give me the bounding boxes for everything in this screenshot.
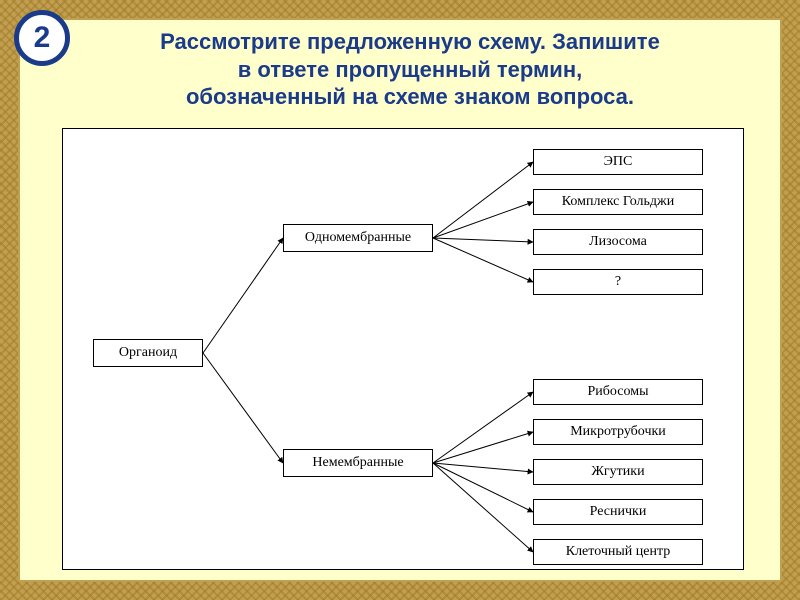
diagram-canvas: Органоид Одномембранные Немембранные ЭПС Ком…: [62, 128, 744, 570]
diagram-node-b5: Клеточный центр: [533, 539, 703, 565]
question-title: Рассмотрите предложенную схему. Запишите…: [60, 28, 760, 111]
diagram-node-a4: ?: [533, 269, 703, 295]
diagram-edge: [433, 392, 533, 463]
diagram-edge: [433, 202, 533, 238]
diagram-edge: [433, 432, 533, 463]
diagram-edge: [433, 162, 533, 238]
diagram-node-a2: Комплекс Гольджи: [533, 189, 703, 215]
diagram-node-mid1: Одномембранные: [283, 224, 433, 252]
diagram-node-a3: Лизосома: [533, 229, 703, 255]
title-line-2: в ответе пропущенный термин,: [238, 57, 582, 82]
diagram-edge: [433, 238, 533, 242]
title-line-1: Рассмотрите предложенную схему. Запишите: [160, 29, 660, 54]
diagram-node-b3: Жгутики: [533, 459, 703, 485]
question-number: 2: [34, 21, 51, 55]
diagram-node-root: Органоид: [93, 339, 203, 367]
diagram-edge: [203, 353, 283, 463]
diagram-node-a1: ЭПС: [533, 149, 703, 175]
diagram-edge: [433, 463, 533, 552]
title-line-3: обозначенный на схеме знаком вопроса.: [186, 84, 634, 109]
diagram-node-b4: Реснички: [533, 499, 703, 525]
diagram-node-b1: Рибосомы: [533, 379, 703, 405]
diagram-edge: [433, 238, 533, 282]
question-number-badge: 2: [14, 10, 70, 66]
diagram-node-mid2: Немембранные: [283, 449, 433, 477]
diagram-node-b2: Микротрубочки: [533, 419, 703, 445]
diagram-edge: [203, 238, 283, 353]
slide-frame: 2 Рассмотрите предложенную схему. Запиши…: [18, 18, 782, 582]
